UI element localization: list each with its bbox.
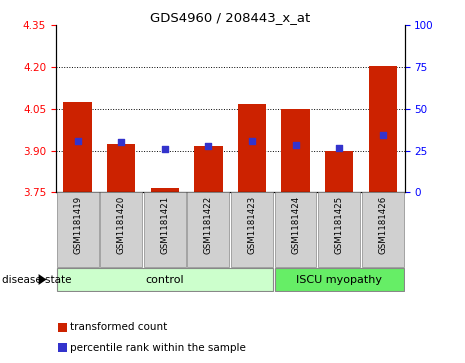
FancyBboxPatch shape — [231, 192, 273, 267]
Text: GSM1181422: GSM1181422 — [204, 196, 213, 254]
Text: GSM1181426: GSM1181426 — [378, 196, 387, 254]
FancyBboxPatch shape — [100, 192, 142, 267]
FancyBboxPatch shape — [318, 192, 360, 267]
Bar — [238, 104, 266, 192]
Bar — [194, 146, 223, 192]
FancyBboxPatch shape — [187, 192, 229, 267]
Text: GSM1181420: GSM1181420 — [117, 196, 126, 254]
FancyBboxPatch shape — [275, 268, 404, 291]
Bar — [369, 66, 397, 192]
FancyBboxPatch shape — [57, 268, 273, 291]
Bar — [325, 151, 353, 192]
Text: disease state: disease state — [2, 274, 72, 285]
Bar — [63, 102, 92, 192]
Point — [379, 132, 386, 138]
Text: GSM1181423: GSM1181423 — [247, 196, 257, 254]
Text: GSM1181425: GSM1181425 — [335, 196, 344, 254]
FancyBboxPatch shape — [275, 192, 317, 267]
Bar — [281, 109, 310, 192]
Text: percentile rank within the sample: percentile rank within the sample — [70, 343, 246, 354]
Title: GDS4960 / 208443_x_at: GDS4960 / 208443_x_at — [150, 11, 310, 24]
Point — [205, 144, 212, 150]
Text: GSM1181419: GSM1181419 — [73, 196, 82, 254]
Text: control: control — [146, 274, 184, 285]
FancyBboxPatch shape — [57, 192, 99, 267]
Text: GSM1181421: GSM1181421 — [160, 196, 169, 254]
Text: transformed count: transformed count — [70, 322, 167, 332]
Point — [74, 138, 81, 144]
Point — [248, 138, 256, 144]
FancyBboxPatch shape — [144, 192, 186, 267]
Point — [292, 142, 299, 148]
Text: GSM1181424: GSM1181424 — [291, 196, 300, 254]
Bar — [107, 144, 135, 192]
Point — [161, 146, 168, 152]
FancyBboxPatch shape — [362, 192, 404, 267]
Text: ISCU myopathy: ISCU myopathy — [296, 274, 382, 285]
Point — [118, 139, 125, 145]
Point — [335, 145, 343, 151]
Bar — [151, 188, 179, 192]
